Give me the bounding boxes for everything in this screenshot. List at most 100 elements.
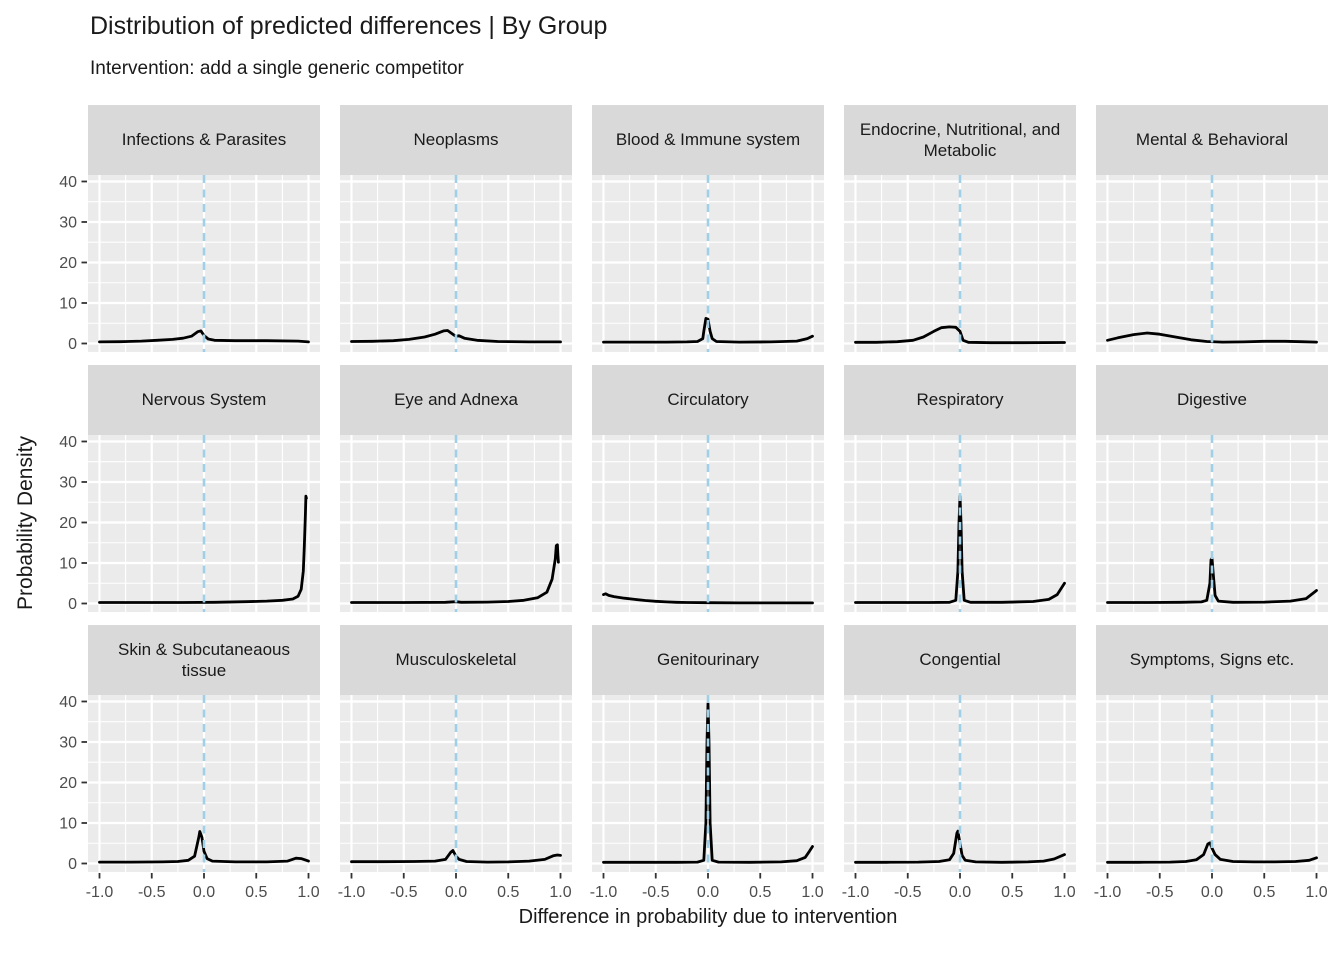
facet-strip-genitourinary: Genitourinary (592, 625, 824, 695)
density-curve (1106, 331, 1318, 344)
facet-strip-symptoms-signs-etc: Symptoms, Signs etc. (1096, 625, 1328, 695)
facet-strip-endocrine-nutritional-and-metabolic: Endocrine, Nutritional, and Metabolic (844, 105, 1076, 175)
facet-panel-digestive (1096, 435, 1328, 612)
x-tick-label: 1.0 (1053, 884, 1075, 901)
x-tick-label: 0.5 (749, 884, 771, 901)
facet-strip-circulatory: Circulatory (592, 365, 824, 435)
facet-label: Mental & Behavioral (1135, 130, 1289, 150)
facet-label: Skin & Subcutaneaous tissue (117, 639, 290, 680)
density-curve (602, 702, 814, 864)
facet-strip-digestive: Digestive (1096, 365, 1328, 435)
density-curve (350, 849, 562, 864)
facet-strip-blood-immune-system: Blood & Immune system (592, 105, 824, 175)
facet-panel-neoplasms (340, 175, 572, 352)
x-tick-label: 0.5 (1001, 884, 1023, 901)
density-plot-mental-behavioral (1096, 175, 1328, 352)
facet-panel-respiratory (844, 435, 1076, 612)
facet-label: Digestive (1177, 390, 1247, 410)
facet-panel-circulatory (592, 435, 824, 612)
density-curve (1106, 841, 1318, 864)
density-plot-infections-parasites: 0 10 20 30 40 (59, 174, 320, 353)
facet-panel-mental-behavioral (1096, 175, 1328, 352)
facet-panel-genitourinary: -1.0 -0.5 0.0 0.5 1.0 (590, 695, 824, 901)
density-plot-blood-immune-system (592, 175, 824, 352)
density-plot-congential: -1.0 -0.5 0.0 0.5 1.0 (842, 695, 1076, 901)
facet-panel-congential: -1.0 -0.5 0.0 0.5 1.0 (842, 695, 1076, 901)
chart-title: Distribution of predicted differences | … (90, 12, 608, 40)
x-tick-label: -1.0 (338, 884, 366, 901)
density-curve (854, 325, 1066, 345)
density-curve (98, 494, 308, 604)
facet-strip-mental-behavioral: Mental & Behavioral (1096, 105, 1328, 175)
facet-panel-infections-parasites: 0 10 20 30 40 (59, 174, 320, 353)
x-tick-label: -0.5 (390, 884, 418, 901)
facet-strip-skin-subcutaneaous-tissue: Skin & Subcutaneaous tissue (88, 625, 320, 695)
facet-strip-eye-and-adnexa: Eye and Adnexa (340, 365, 572, 435)
facet-label: Nervous System (141, 390, 267, 410)
facet-strip-neoplasms: Neoplasms (340, 105, 572, 175)
x-tick-label: 0.5 (245, 884, 267, 901)
facet-panel-skin-subcutaneaous-tissue: 0 10 20 30 40 -1.0 -0.5 0.0 0.5 1.0 (59, 694, 320, 901)
x-tick-label: -0.5 (894, 884, 922, 901)
density-curve (1106, 556, 1318, 604)
x-tick-label: 0.0 (1201, 884, 1223, 901)
y-tick-label: 20 (59, 775, 77, 792)
x-tick-label: -0.5 (138, 884, 166, 901)
facet-label: Blood & Immune system (615, 130, 801, 150)
facet-label: Congential (919, 650, 1001, 670)
facet-panel-endocrine-nutritional-and-metabolic (844, 175, 1076, 352)
facet-label: Circulatory (667, 390, 749, 410)
x-tick-label: -0.5 (1146, 884, 1174, 901)
x-tick-label: 1.0 (801, 884, 823, 901)
y-tick-label: 0 (68, 596, 77, 613)
x-tick-label: -1.0 (1094, 884, 1122, 901)
y-tick-label: 30 (59, 735, 77, 752)
y-tick-label: 10 (59, 556, 77, 573)
x-tick-label: 1.0 (549, 884, 571, 901)
facet-strip-infections-parasites: Infections & Parasites (88, 105, 320, 175)
x-tick-label: -0.5 (642, 884, 670, 901)
y-tick-label: 20 (59, 255, 77, 272)
x-tick-label: 1.0 (297, 884, 319, 901)
chart-subtitle: Intervention: add a single generic compe… (90, 58, 464, 79)
facet-strip-nervous-system: Nervous System (88, 365, 320, 435)
density-plot-musculoskeletal: -1.0 -0.5 0.0 0.5 1.0 (338, 695, 572, 901)
x-tick-label: 0.5 (497, 884, 519, 901)
y-tick-label: 40 (59, 694, 77, 711)
facet-label: Genitourinary (656, 650, 760, 670)
facet-strip-respiratory: Respiratory (844, 365, 1076, 435)
facet-strip-congential: Congential (844, 625, 1076, 695)
x-tick-label: 0.5 (1253, 884, 1275, 901)
density-plot-genitourinary: -1.0 -0.5 0.0 0.5 1.0 (590, 695, 824, 901)
facet-label: Infections & Parasites (121, 130, 287, 150)
x-tick-label: 0.0 (949, 884, 971, 901)
x-tick-label: 0.0 (697, 884, 719, 901)
y-tick-label: 0 (68, 856, 77, 873)
density-plot-nervous-system: 0 10 20 30 40 (59, 434, 320, 613)
facet-panel-musculoskeletal: -1.0 -0.5 0.0 0.5 1.0 (338, 695, 572, 901)
y-tick-label: 30 (59, 475, 77, 492)
density-curve (602, 317, 814, 344)
x-tick-label: -1.0 (842, 884, 870, 901)
density-plot-skin-subcutaneaous-tissue: 0 10 20 30 40 -1.0 -0.5 0.0 0.5 1.0 (59, 694, 320, 901)
facet-label: Neoplasms (413, 130, 499, 150)
y-tick-label: 40 (59, 434, 77, 451)
facet-strip-musculoskeletal: Musculoskeletal (340, 625, 572, 695)
facet-panel-nervous-system: 0 10 20 30 40 (59, 434, 320, 613)
y-tick-label: 10 (59, 816, 77, 833)
y-tick-label: 10 (59, 296, 77, 313)
y-tick-label: 0 (68, 336, 77, 353)
y-tick-label: 40 (59, 174, 77, 191)
x-tick-label: 0.0 (445, 884, 467, 901)
x-axis-title: Difference in probability due to interve… (518, 906, 898, 928)
facet-label: Musculoskeletal (395, 650, 517, 670)
y-tick-label: 20 (59, 515, 77, 532)
density-plot-eye-and-adnexa (340, 435, 572, 612)
facet-label: Endocrine, Nutritional, and Metabolic (859, 119, 1061, 160)
x-tick-label: 0.0 (193, 884, 215, 901)
density-curve (98, 329, 310, 344)
density-plot-respiratory (844, 435, 1076, 612)
facet-label: Eye and Adnexa (394, 390, 518, 410)
